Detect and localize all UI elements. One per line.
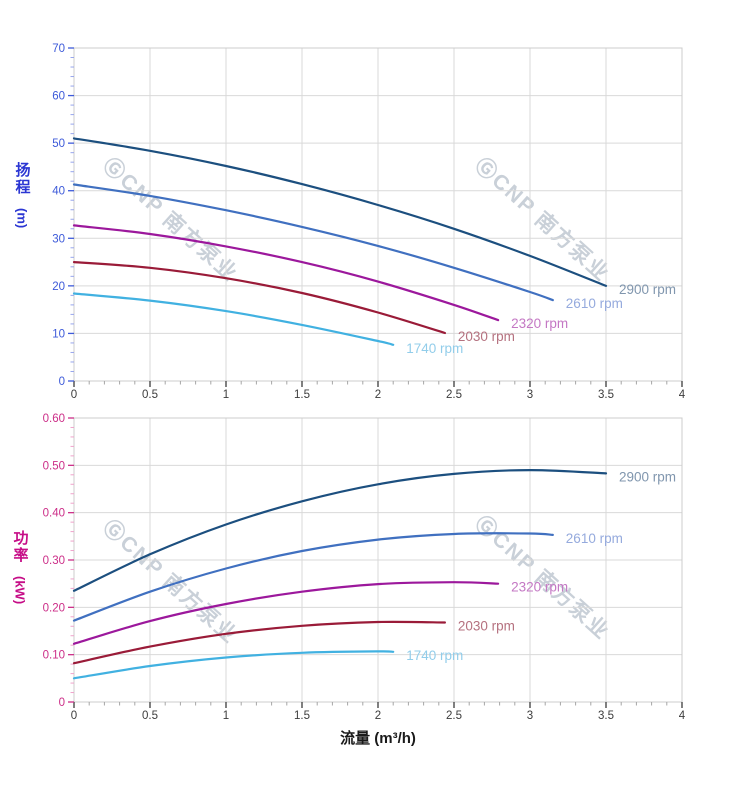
series-curve-1740-rpm xyxy=(72,650,395,680)
x-axis-tick-label: 2.5 xyxy=(446,389,462,401)
y-axis-tick-label: 60 xyxy=(52,91,65,103)
y-axis-title-power-text: 功率 xyxy=(11,530,29,564)
series-curve-1740-rpm xyxy=(72,292,395,346)
y-axis-tick-label: 40 xyxy=(52,186,65,198)
y-axis-title-head-unit: (m) xyxy=(14,208,30,229)
power-flow-chart: 0 0.5 1 1.5 2 2.5 3 3.5 4 0 0.10 0.20 0.30 0.40 0.50 0.… xyxy=(43,413,686,722)
x-axis-tick-label: 2.5 xyxy=(446,710,462,722)
x-axis-tick-label: 3 xyxy=(527,389,533,401)
x-axis-title-flow: 流量 (m³/h) xyxy=(340,730,416,747)
y-axis-title-power-unit: (kW) xyxy=(12,576,28,605)
series-label-2610-rpm: 2610 rpm xyxy=(566,296,623,311)
x-axis-tick-label: 3 xyxy=(527,710,533,722)
x-axis-tick-label: 0 xyxy=(71,710,77,722)
y-axis-tick-label: 10 xyxy=(52,328,65,340)
x-axis-tick-label: 4 xyxy=(679,710,686,722)
y-axis-tick-label: 0.40 xyxy=(43,508,65,520)
x-axis-tick-label: 1 xyxy=(223,710,229,722)
x-axis-tick-label: 1 xyxy=(223,389,229,401)
series-label-2610-rpm: 2610 rpm xyxy=(566,531,623,546)
series-curve-2320-rpm xyxy=(72,581,500,645)
x-axis-tick-label: 4 xyxy=(679,389,686,401)
y-axis-tick-label: 0.50 xyxy=(43,460,65,472)
series-label-2030-rpm: 2030 rpm xyxy=(458,329,515,344)
series-curve-2030-rpm xyxy=(72,620,446,665)
series-curve-2900-rpm xyxy=(72,137,608,287)
series-curve-2610-rpm xyxy=(72,532,554,622)
y-axis-title-power: 功率 (kW) xyxy=(8,530,32,604)
series-curve-2610-rpm xyxy=(72,183,554,302)
series-label-2320-rpm: 2320 rpm xyxy=(511,580,568,595)
series-curve-2320-rpm xyxy=(72,224,500,322)
x-axis-tick-label: 2 xyxy=(375,710,381,722)
x-axis-tick-label: 1.5 xyxy=(294,389,310,401)
y-axis-tick-label: 70 xyxy=(52,43,65,55)
series-curve-2030-rpm xyxy=(72,261,446,335)
y-axis-tick-label: 0.20 xyxy=(43,602,65,614)
y-axis-tick-label: 0.10 xyxy=(43,650,65,662)
series-label-2030-rpm: 2030 rpm xyxy=(458,618,515,633)
series-label-2900-rpm: 2900 rpm xyxy=(619,282,676,297)
x-axis-tick-label: 0 xyxy=(71,389,77,401)
y-axis-tick-label: 0 xyxy=(59,376,65,388)
y-axis-title-head-text: 扬程 xyxy=(13,162,31,196)
y-axis-tick-label: 0.60 xyxy=(43,413,65,425)
y-axis-tick-label: 50 xyxy=(52,138,65,150)
x-axis-tick-label: 1.5 xyxy=(294,710,310,722)
y-axis-title-head: 扬程 (m) xyxy=(10,162,34,228)
y-axis-tick-label: 0.30 xyxy=(43,555,65,567)
x-axis-tick-label: 3.5 xyxy=(598,710,614,722)
series-label-1740-rpm: 1740 rpm xyxy=(406,648,463,663)
series-curve-2900-rpm xyxy=(72,468,608,592)
y-axis-tick-label: 0 xyxy=(59,697,65,709)
x-axis-tick-label: 0.5 xyxy=(142,710,158,722)
x-axis-tick-label: 2 xyxy=(375,389,381,401)
x-axis-tick-label: 3.5 xyxy=(598,389,614,401)
y-axis-tick-label: 30 xyxy=(52,233,65,245)
series-label-2900-rpm: 2900 rpm xyxy=(619,469,676,484)
x-axis-tick-label: 0.5 xyxy=(142,389,158,401)
y-axis-tick-label: 20 xyxy=(52,281,65,293)
series-label-2320-rpm: 2320 rpm xyxy=(511,316,568,331)
series-label-1740-rpm: 1740 rpm xyxy=(406,341,463,356)
